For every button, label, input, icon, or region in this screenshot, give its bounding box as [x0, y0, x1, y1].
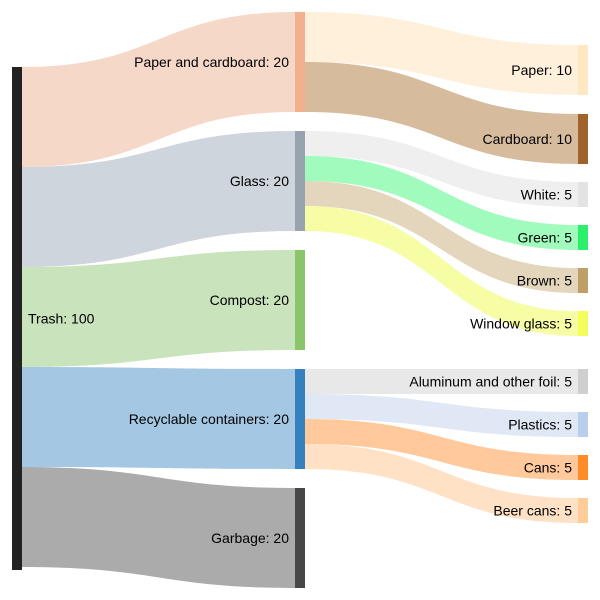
- link-recyclable-to-cans: [305, 419, 578, 480]
- node-beer_cans: [578, 498, 588, 523]
- node-green: [578, 225, 588, 250]
- node-label-cardboard: Cardboard: 10: [482, 131, 572, 147]
- node-glass: [295, 131, 305, 231]
- node-label-plastics: Plastics: 5: [508, 417, 572, 433]
- node-plastics: [578, 412, 588, 437]
- link-glass-to-window_glass: [305, 206, 578, 336]
- node-window_glass: [578, 311, 588, 336]
- node-label-paper: Paper: 10: [511, 62, 572, 78]
- node-white: [578, 182, 588, 207]
- node-label-glass: Glass: 20: [230, 173, 289, 189]
- node-label-aluminum: Aluminum and other foil: 5: [409, 374, 572, 390]
- link-recyclable-to-plastics: [305, 394, 578, 437]
- node-label-cans: Cans: 5: [524, 460, 572, 476]
- link-glass-to-brown: [305, 181, 578, 293]
- link-paper_cardboard-to-paper: [305, 12, 578, 95]
- node-label-window_glass: Window glass: 5: [470, 316, 572, 332]
- link-glass-to-white: [305, 131, 578, 207]
- link-trash-to-garbage: [22, 467, 295, 588]
- node-compost: [295, 250, 305, 350]
- link-trash-to-paper_cardboard: [22, 12, 295, 167]
- node-paper: [578, 45, 588, 95]
- node-garbage: [295, 488, 305, 588]
- node-trash: [12, 67, 22, 570]
- link-recyclable-to-beer_cans: [305, 444, 578, 523]
- node-cardboard: [578, 114, 588, 164]
- node-label-green: Green: 5: [518, 230, 573, 246]
- nodes-layer: [12, 12, 588, 588]
- node-paper_cardboard: [295, 12, 305, 112]
- link-trash-to-compost: [22, 250, 295, 367]
- links-layer: [22, 12, 578, 588]
- link-trash-to-glass: [22, 131, 295, 267]
- node-aluminum: [578, 369, 588, 394]
- node-label-trash: Trash: 100: [28, 311, 95, 327]
- node-label-white: White: 5: [521, 187, 573, 203]
- node-label-beer_cans: Beer cans: 5: [493, 503, 572, 519]
- link-paper_cardboard-to-cardboard: [305, 62, 578, 164]
- node-label-recyclable: Recyclable containers: 20: [129, 411, 290, 427]
- node-label-paper_cardboard: Paper and cardboard: 20: [134, 54, 289, 70]
- node-cans: [578, 455, 588, 480]
- node-label-brown: Brown: 5: [517, 273, 572, 289]
- link-glass-to-green: [305, 156, 578, 250]
- node-recyclable: [295, 369, 305, 469]
- node-brown: [578, 268, 588, 293]
- labels-layer: Trash: 100 Paper and cardboard: 20 Glass: …: [28, 54, 572, 546]
- link-trash-to-recyclable: [22, 367, 295, 469]
- node-label-compost: Compost: 20: [210, 292, 290, 308]
- link-recyclable-to-aluminum: [305, 369, 578, 394]
- node-label-garbage: Garbage: 20: [211, 530, 289, 546]
